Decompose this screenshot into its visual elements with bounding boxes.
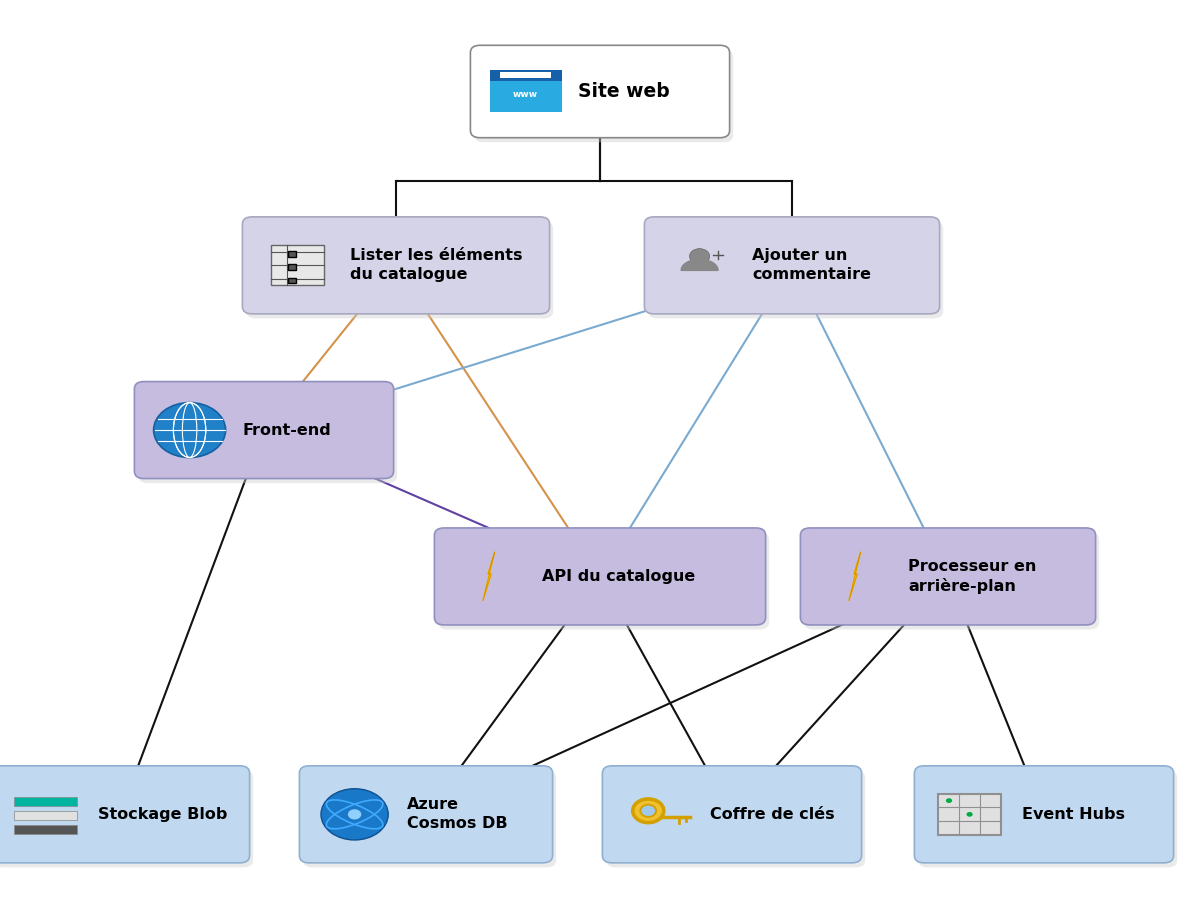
FancyBboxPatch shape bbox=[606, 770, 865, 867]
FancyBboxPatch shape bbox=[914, 766, 1174, 863]
FancyBboxPatch shape bbox=[246, 221, 553, 318]
FancyBboxPatch shape bbox=[271, 245, 324, 285]
Polygon shape bbox=[482, 552, 494, 601]
FancyBboxPatch shape bbox=[288, 264, 296, 270]
Circle shape bbox=[320, 789, 388, 840]
FancyBboxPatch shape bbox=[288, 251, 296, 256]
FancyBboxPatch shape bbox=[434, 528, 766, 625]
Circle shape bbox=[641, 805, 655, 816]
FancyBboxPatch shape bbox=[804, 533, 1099, 630]
Text: Ajouter un
commentaire: Ajouter un commentaire bbox=[752, 248, 871, 283]
Circle shape bbox=[966, 812, 973, 817]
Text: Lister les éléments
du catalogue: Lister les éléments du catalogue bbox=[350, 248, 523, 283]
FancyBboxPatch shape bbox=[938, 794, 1001, 834]
FancyBboxPatch shape bbox=[138, 386, 397, 483]
Text: Stockage Blob: Stockage Blob bbox=[98, 807, 228, 822]
FancyBboxPatch shape bbox=[242, 217, 550, 314]
FancyBboxPatch shape bbox=[648, 221, 943, 318]
FancyBboxPatch shape bbox=[14, 812, 77, 820]
FancyBboxPatch shape bbox=[644, 217, 940, 314]
FancyBboxPatch shape bbox=[470, 45, 730, 137]
Circle shape bbox=[946, 798, 952, 803]
FancyBboxPatch shape bbox=[134, 382, 394, 479]
Text: Site web: Site web bbox=[578, 82, 670, 101]
Circle shape bbox=[690, 249, 709, 264]
Text: Processeur en
arrière-plan: Processeur en arrière-plan bbox=[908, 559, 1037, 594]
FancyBboxPatch shape bbox=[14, 825, 77, 834]
FancyBboxPatch shape bbox=[302, 770, 556, 867]
FancyBboxPatch shape bbox=[438, 533, 769, 630]
Text: Azure
Cosmos DB: Azure Cosmos DB bbox=[408, 797, 508, 832]
Text: API du catalogue: API du catalogue bbox=[542, 569, 696, 584]
FancyBboxPatch shape bbox=[500, 72, 551, 78]
FancyBboxPatch shape bbox=[288, 278, 296, 284]
Polygon shape bbox=[848, 552, 860, 601]
FancyBboxPatch shape bbox=[299, 766, 552, 863]
Circle shape bbox=[634, 800, 664, 823]
FancyBboxPatch shape bbox=[800, 528, 1096, 625]
FancyBboxPatch shape bbox=[490, 70, 562, 81]
FancyBboxPatch shape bbox=[490, 70, 562, 112]
Text: Event Hubs: Event Hubs bbox=[1022, 807, 1126, 822]
FancyBboxPatch shape bbox=[0, 770, 253, 867]
Text: Coffre de clés: Coffre de clés bbox=[710, 807, 835, 822]
Circle shape bbox=[154, 403, 226, 458]
FancyBboxPatch shape bbox=[0, 766, 250, 863]
FancyBboxPatch shape bbox=[918, 770, 1177, 867]
Polygon shape bbox=[682, 259, 718, 271]
Text: www: www bbox=[514, 90, 538, 99]
FancyBboxPatch shape bbox=[14, 798, 77, 806]
FancyBboxPatch shape bbox=[602, 766, 862, 863]
Circle shape bbox=[348, 809, 361, 820]
FancyBboxPatch shape bbox=[474, 49, 733, 143]
Text: Front-end: Front-end bbox=[242, 423, 331, 437]
